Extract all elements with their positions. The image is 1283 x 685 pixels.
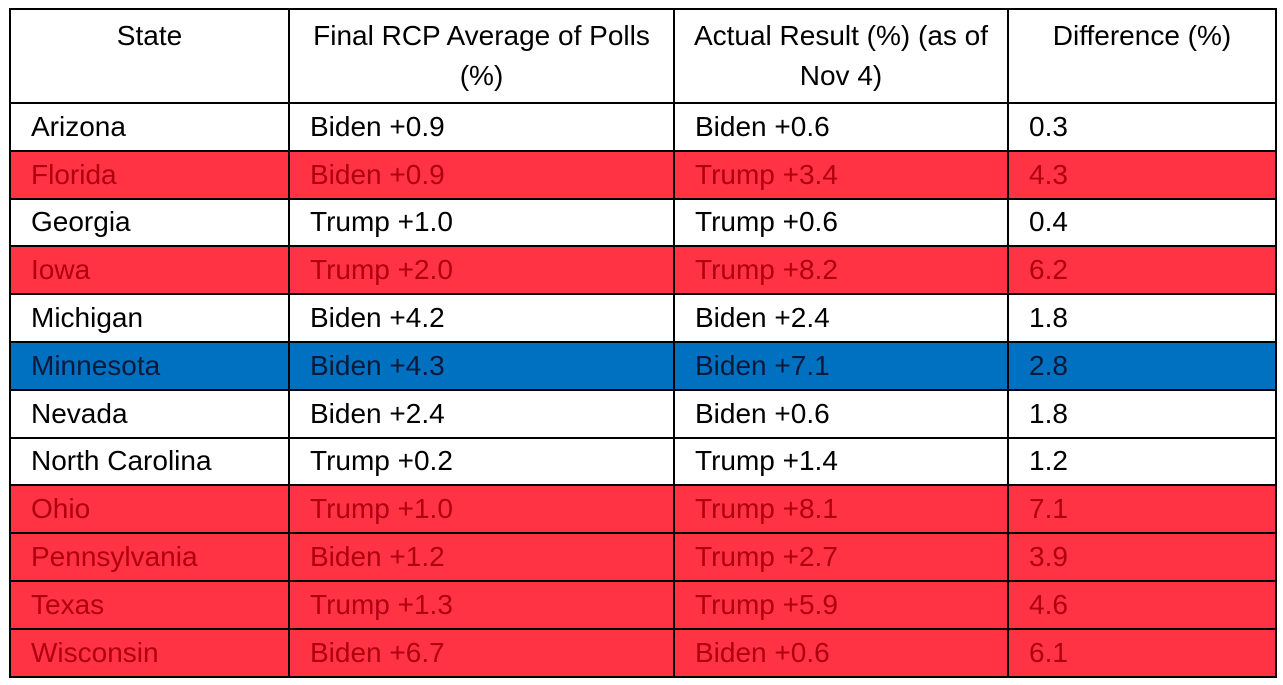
table-cell: 1.8 (1007, 388, 1277, 439)
table-row: Nevada Biden +2.4 Biden +0.6 1.8 (9, 388, 1277, 439)
table-cell: Trump +1.3 (288, 579, 675, 630)
table-cell: Arizona (9, 102, 290, 152)
table-cell: Wisconsin (9, 627, 290, 678)
table-cell: Trump +1.0 (288, 484, 675, 535)
table-cell: Florida (9, 149, 290, 200)
table-cell: 0.3 (1007, 102, 1277, 152)
table-row: Iowa Trump +2.0 Trump +8.2 6.2 (9, 245, 1277, 296)
table-row: Michigan Biden +4.2 Biden +2.4 1.8 (9, 293, 1277, 343)
table-cell: North Carolina (9, 436, 290, 487)
table-cell: Trump +8.1 (673, 484, 1009, 535)
table-cell: Biden +0.6 (673, 627, 1009, 678)
table-cell: Biden +0.9 (288, 102, 675, 152)
header-cell: State (9, 8, 290, 104)
table-cell: 3.9 (1007, 532, 1277, 582)
table-cell: Biden +2.4 (288, 388, 675, 439)
table-cell: Trump +1.0 (288, 197, 675, 248)
table-cell: Nevada (9, 388, 290, 439)
table-row: North Carolina Trump +0.2 Trump +1.4 1.2 (9, 436, 1277, 487)
table-row: Georgia Trump +1.0 Trump +0.6 0.4 (9, 197, 1277, 248)
table-cell: 4.6 (1007, 579, 1277, 630)
header-row: State Final RCP Average of Polls (%) Actua… (9, 8, 1277, 104)
header-cell: Difference (%) (1007, 8, 1277, 104)
table-body: Arizona Biden +0.9 Biden +0.6 0.3 Florida Bid… (9, 102, 1277, 678)
table-row: Arizona Biden +0.9 Biden +0.6 0.3 (9, 102, 1277, 152)
table-cell: Trump +0.2 (288, 436, 675, 487)
table-cell: Texas (9, 579, 290, 630)
table-row: Ohio Trump +1.0 Trump +8.1 7.1 (9, 484, 1277, 535)
table-cell: Ohio (9, 484, 290, 535)
table-cell: 1.8 (1007, 293, 1277, 343)
table-cell: Iowa (9, 245, 290, 296)
table-cell: Michigan (9, 293, 290, 343)
table-cell: Trump +2.7 (673, 532, 1009, 582)
table-row: Pennsylvania Biden +1.2 Trump +2.7 3.9 (9, 532, 1277, 582)
table-row: Texas Trump +1.3 Trump +5.9 4.6 (9, 579, 1277, 630)
table-cell: 6.2 (1007, 245, 1277, 296)
table-cell: 6.1 (1007, 627, 1277, 678)
table-cell: Biden +4.3 (288, 340, 675, 391)
table-row: Wisconsin Biden +6.7 Biden +0.6 6.1 (9, 627, 1277, 678)
table-cell: Biden +0.6 (673, 102, 1009, 152)
table-cell: Minnesota (9, 340, 290, 391)
table-cell: Biden +0.6 (673, 388, 1009, 439)
table-cell: Biden +1.2 (288, 532, 675, 582)
table-cell: Trump +3.4 (673, 149, 1009, 200)
table-cell: Trump +2.0 (288, 245, 675, 296)
table-cell: Trump +8.2 (673, 245, 1009, 296)
table-cell: 0.4 (1007, 197, 1277, 248)
header-cell: Final RCP Average of Polls (%) (288, 8, 675, 104)
table-cell: Biden +4.2 (288, 293, 675, 343)
table-row: Florida Biden +0.9 Trump +3.4 4.3 (9, 149, 1277, 200)
table-cell: Trump +1.4 (673, 436, 1009, 487)
table-cell: Georgia (9, 197, 290, 248)
table-cell: Biden +6.7 (288, 627, 675, 678)
table-cell: 2.8 (1007, 340, 1277, 391)
table-cell: Trump +5.9 (673, 579, 1009, 630)
table-row: Minnesota Biden +4.3 Biden +7.1 2.8 (9, 340, 1277, 391)
table-cell: Pennsylvania (9, 532, 290, 582)
table-cell: Trump +0.6 (673, 197, 1009, 248)
table-cell: 4.3 (1007, 149, 1277, 200)
table-cell: 1.2 (1007, 436, 1277, 487)
results-table: State Final RCP Average of Polls (%) Actua… (9, 8, 1277, 678)
table-cell: Biden +7.1 (673, 340, 1009, 391)
header-cell: Actual Result (%) (as of Nov 4) (673, 8, 1009, 104)
table-cell: 7.1 (1007, 484, 1277, 535)
table-cell: Biden +2.4 (673, 293, 1009, 343)
table-cell: Biden +0.9 (288, 149, 675, 200)
